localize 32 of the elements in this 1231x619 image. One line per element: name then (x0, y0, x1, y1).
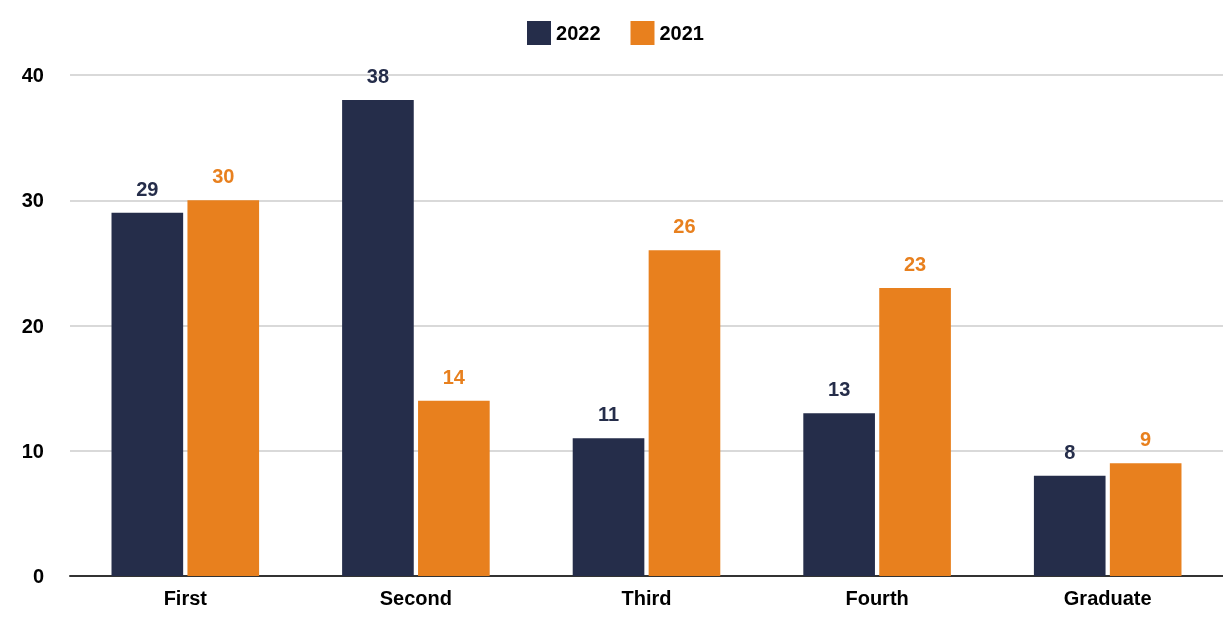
bar (418, 400, 490, 576)
x-tick-label: First (163, 587, 208, 609)
x-tick-label: Graduate (1063, 587, 1152, 609)
bar (572, 438, 645, 576)
bar (1033, 475, 1106, 576)
data-label: 14 (442, 365, 466, 388)
data-label: 26 (673, 215, 696, 238)
bar (187, 200, 260, 576)
data-label: 30 (212, 165, 235, 188)
x-tick-label: Third (621, 587, 672, 609)
y-tick-label: 10 (21, 439, 44, 462)
data-label: 23 (903, 252, 927, 275)
x-tick-label: Fourth (845, 587, 909, 609)
data-label: 13 (828, 378, 851, 401)
bar (342, 100, 414, 576)
data-label: 11 (597, 403, 620, 426)
data-label: 38 (366, 65, 390, 88)
bar (803, 413, 875, 576)
y-tick-label: 30 (21, 189, 44, 212)
bar (648, 250, 721, 576)
bar (111, 212, 184, 576)
bar (879, 287, 951, 576)
data-label: 8 (1064, 440, 1076, 463)
y-tick-label: 40 (21, 64, 44, 86)
y-tick-label: 20 (21, 314, 44, 337)
bar (1109, 463, 1182, 576)
data-label: 9 (1140, 428, 1152, 451)
x-tick-label: Second (379, 587, 453, 609)
legend-label: 2021 (659, 22, 704, 44)
legend-label: 2022 (556, 22, 601, 44)
data-label: 29 (136, 177, 159, 200)
y-tick-label: 0 (32, 565, 44, 587)
